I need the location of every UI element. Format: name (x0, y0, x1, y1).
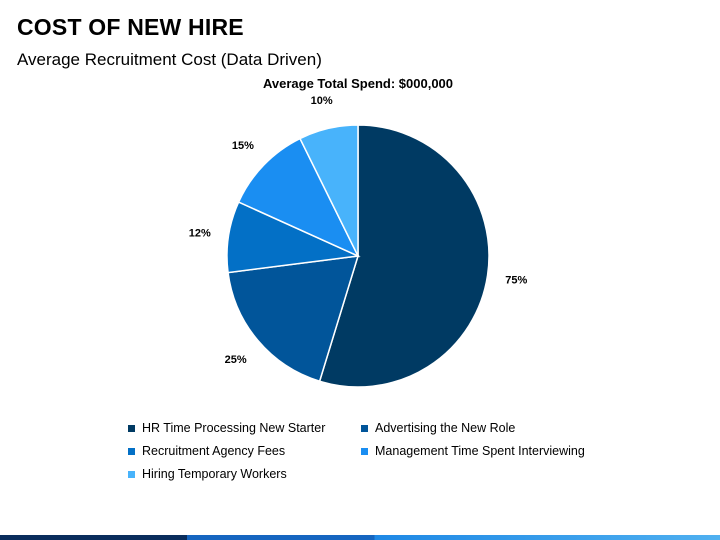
slice-data-label: 12% (189, 227, 211, 239)
footer-accent-bar (0, 535, 720, 540)
slide-title: COST OF NEW HIRE (17, 14, 244, 40)
legend-label: Advertising the New Role (375, 421, 516, 435)
chart-legend: HR Time Processing New Starter Advertisin… (128, 420, 648, 482)
pie-slice-4 (299, 124, 359, 257)
legend-item: HR Time Processing New Starter (128, 420, 361, 436)
legend-item: Management Time Spent Interviewing (361, 443, 641, 459)
slice-data-label: 25% (225, 354, 247, 366)
slice-data-label: 75% (505, 275, 527, 287)
legend-label: Hiring Temporary Workers (142, 467, 287, 481)
legend-item: Hiring Temporary Workers (128, 466, 361, 482)
legend-swatch (128, 447, 135, 455)
legend-swatch (128, 424, 135, 432)
legend-label: HR Time Processing New Starter (142, 421, 326, 435)
total-spend-label: Average Total Spend: $000,000 (0, 76, 720, 91)
slice-data-label: 10% (311, 95, 333, 107)
legend-label: Recruitment Agency Fees (142, 444, 286, 458)
legend-item: Recruitment Agency Fees (128, 443, 361, 459)
legend-swatch (361, 447, 368, 455)
slice-data-label: 15% (232, 140, 254, 152)
pie-slice-1 (227, 255, 360, 383)
total-spend-text: Average Total Spend: $000,000 (262, 76, 454, 91)
legend-label: Management Time Spent Interviewing (375, 444, 585, 458)
legend-swatch (128, 470, 135, 478)
slide-subtitle: Average Recruitment Cost (Data Driven) (17, 50, 322, 69)
pie-slice-3 (237, 137, 360, 258)
pie-slice-0 (318, 124, 490, 388)
legend-swatch (361, 424, 368, 432)
legend-item: Advertising the New Role (361, 420, 641, 436)
